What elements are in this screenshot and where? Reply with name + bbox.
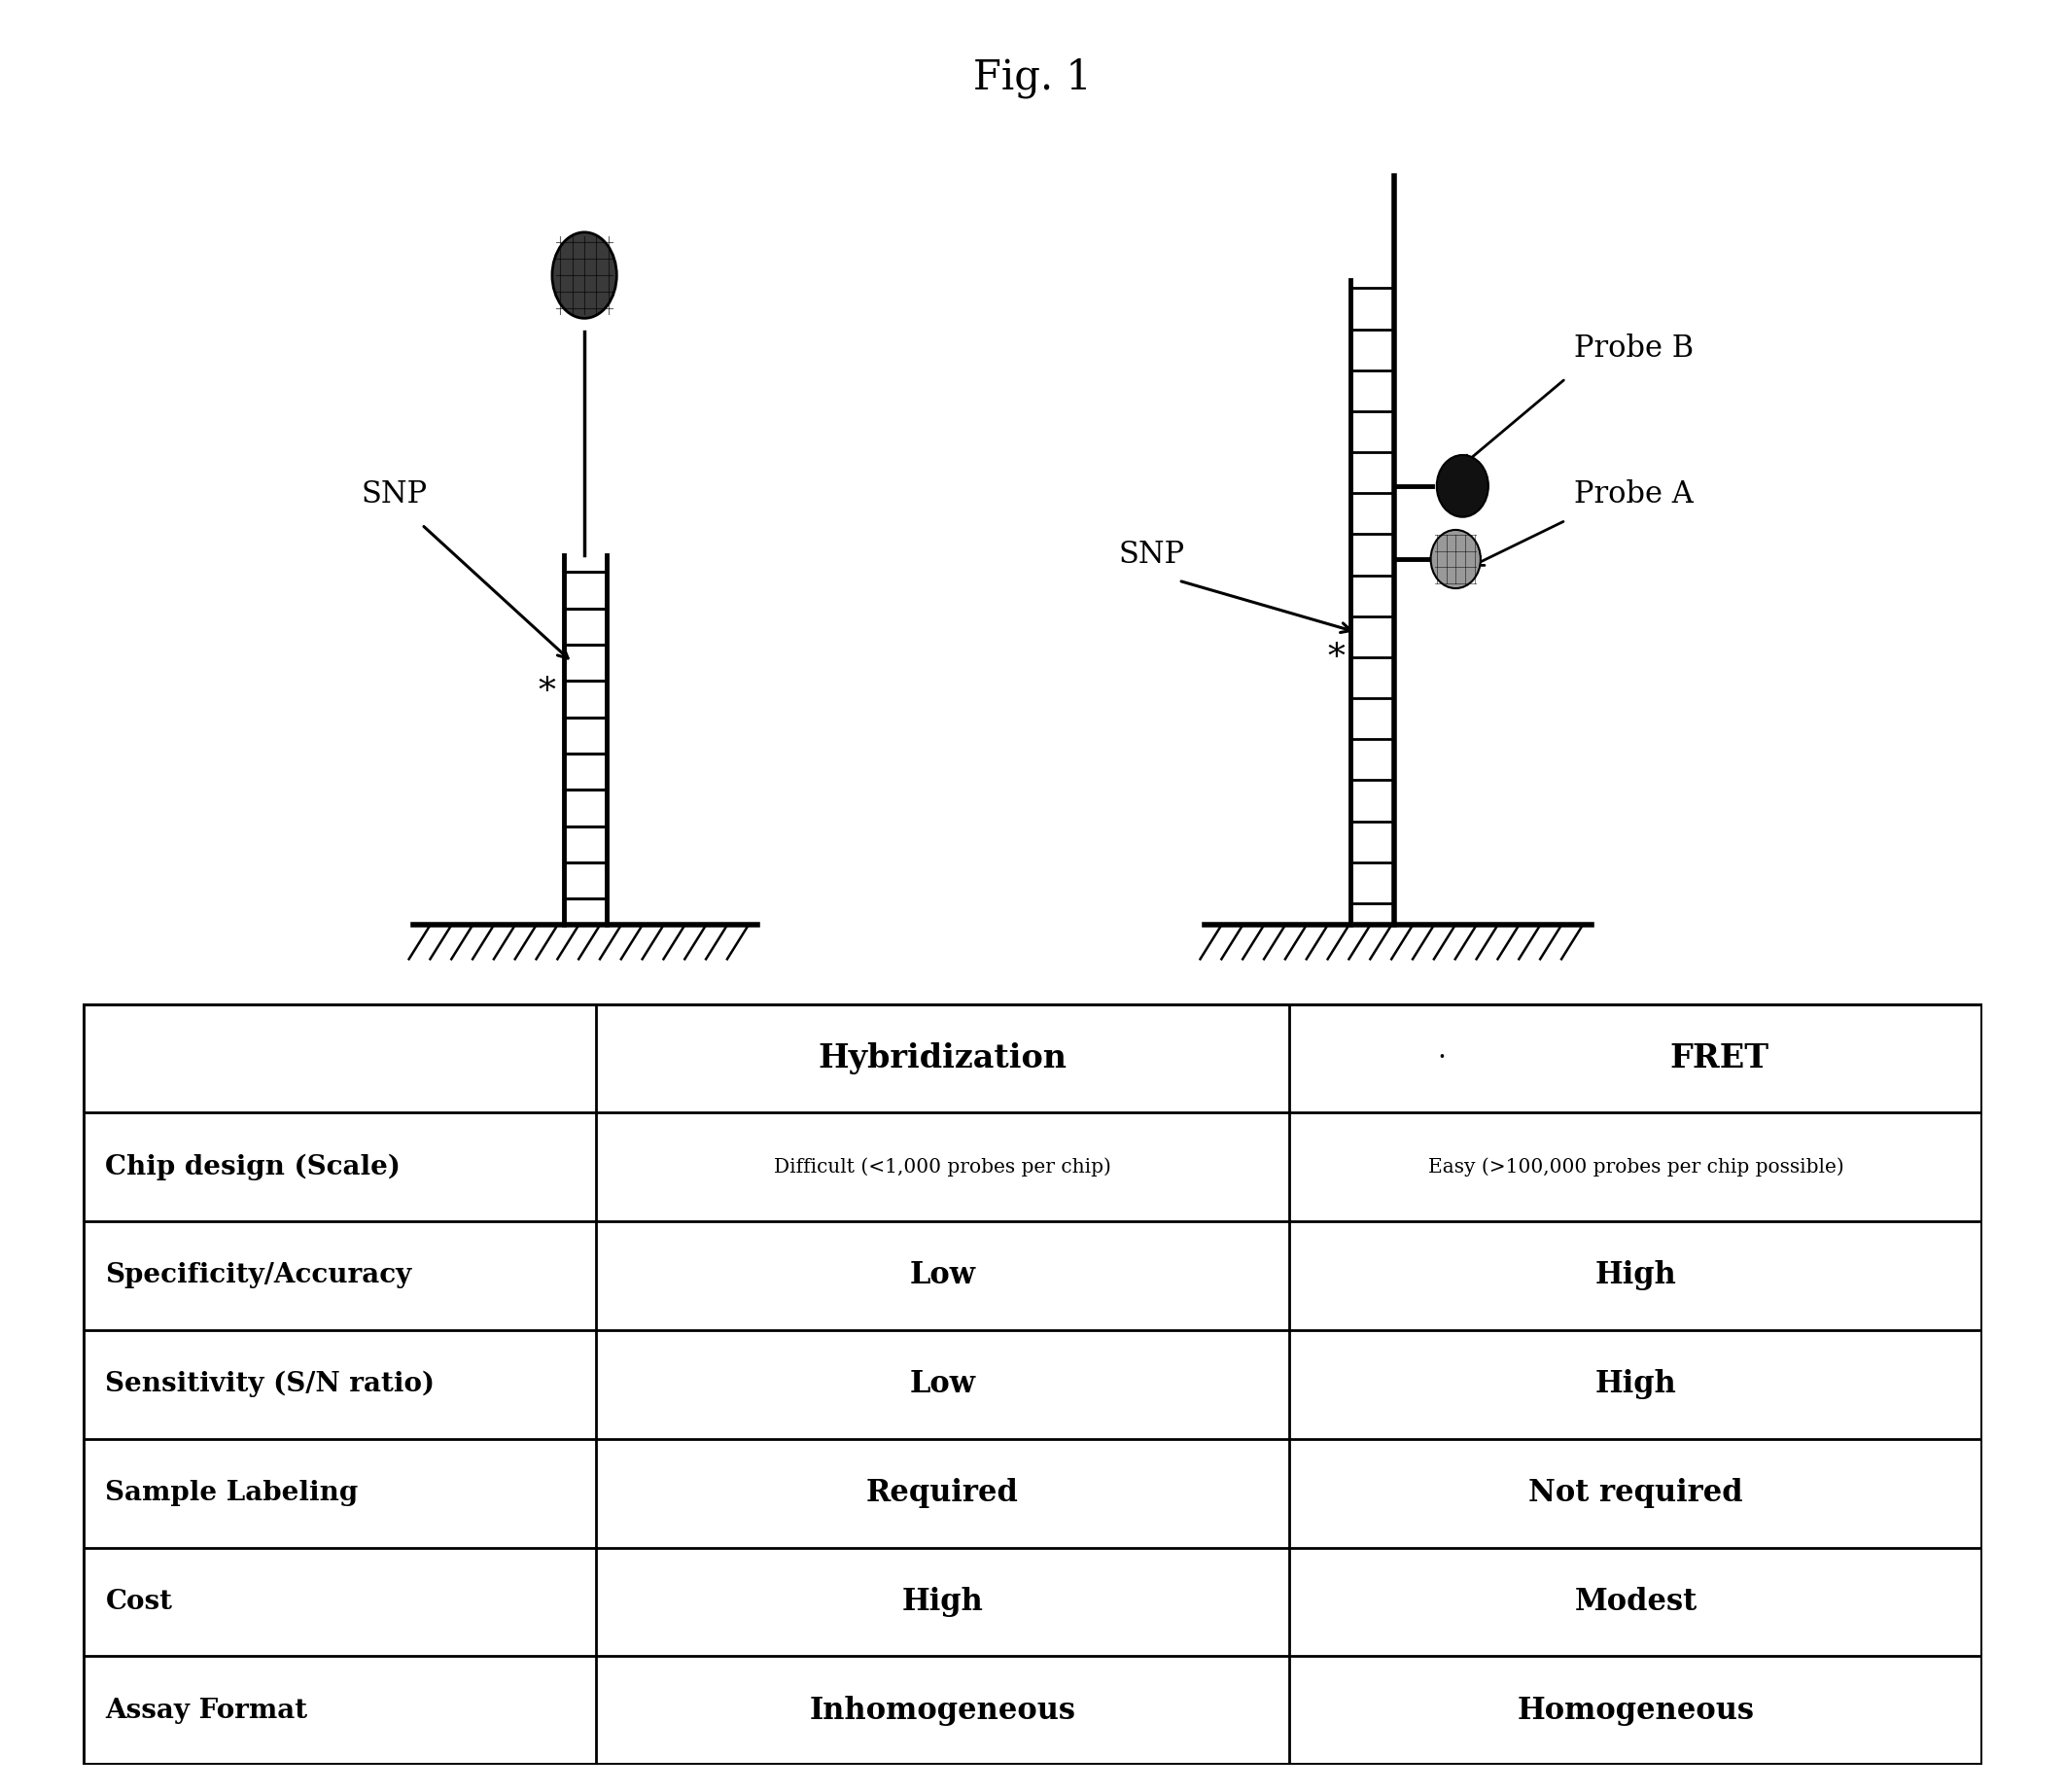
Text: Inhomogeneous: Inhomogeneous — [809, 1695, 1076, 1726]
Text: *: * — [1328, 642, 1344, 674]
Text: Easy (>100,000 probes per chip possible): Easy (>100,000 probes per chip possible) — [1427, 1158, 1844, 1176]
Text: SNP: SNP — [1119, 539, 1185, 570]
Text: Probe B: Probe B — [1574, 333, 1693, 364]
Text: Probe A: Probe A — [1574, 480, 1693, 509]
Text: ·: · — [1437, 1045, 1446, 1072]
Text: *: * — [537, 676, 555, 710]
Text: High: High — [1594, 1260, 1677, 1290]
Text: Sample Labeling: Sample Labeling — [105, 1480, 359, 1507]
Text: Not required: Not required — [1528, 1478, 1743, 1509]
Text: Modest: Modest — [1574, 1588, 1697, 1616]
Text: Sensitivity (S/N ratio): Sensitivity (S/N ratio) — [105, 1371, 436, 1398]
Text: Difficult (<1,000 probes per chip): Difficult (<1,000 probes per chip) — [774, 1158, 1111, 1176]
Text: Required: Required — [865, 1478, 1018, 1509]
Text: SNP: SNP — [361, 480, 427, 509]
Text: Hybridization: Hybridization — [818, 1041, 1068, 1073]
Text: Low: Low — [909, 1369, 975, 1400]
Ellipse shape — [551, 233, 617, 319]
Text: Assay Format: Assay Format — [105, 1697, 308, 1724]
Text: Chip design (Scale): Chip design (Scale) — [105, 1154, 401, 1179]
Text: Homogeneous: Homogeneous — [1518, 1695, 1755, 1726]
Ellipse shape — [1431, 530, 1481, 588]
Text: Low: Low — [909, 1260, 975, 1290]
Text: Cost: Cost — [105, 1590, 173, 1615]
Ellipse shape — [1437, 455, 1489, 516]
Text: High: High — [1594, 1369, 1677, 1400]
Text: Fig. 1: Fig. 1 — [973, 57, 1092, 99]
Text: FRET: FRET — [1669, 1041, 1768, 1073]
Text: High: High — [902, 1588, 983, 1616]
Text: Specificity/Accuracy: Specificity/Accuracy — [105, 1262, 411, 1288]
